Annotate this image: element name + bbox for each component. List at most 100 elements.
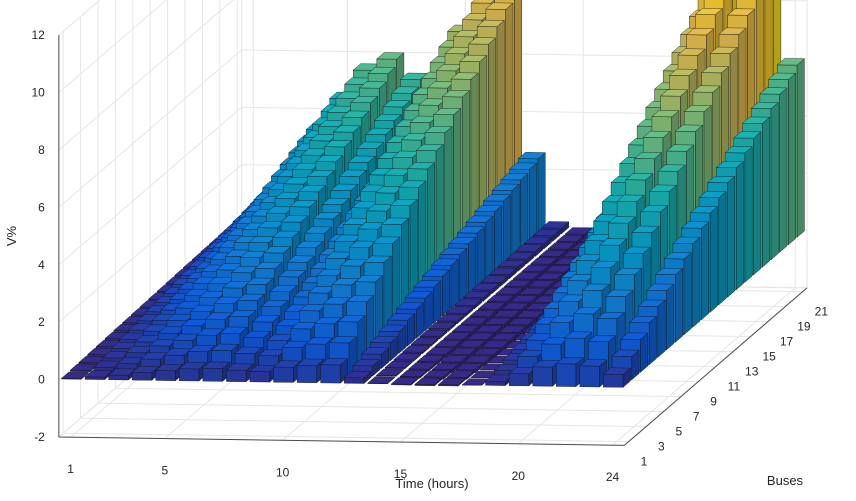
bar xyxy=(62,372,89,379)
bar-side-face xyxy=(521,174,528,249)
bar xyxy=(603,368,630,388)
bar-side-face xyxy=(658,300,665,357)
bar xyxy=(297,359,324,383)
bar-front-face xyxy=(274,367,294,382)
bar-front-face xyxy=(203,368,223,381)
bar-side-face xyxy=(529,163,536,241)
bar-front-face xyxy=(156,371,176,381)
bar-side-face xyxy=(762,117,769,267)
bar xyxy=(321,358,348,383)
bar-side-face xyxy=(728,177,735,298)
bar-front-face xyxy=(179,369,199,381)
bus-tick-label: 21 xyxy=(815,305,829,319)
bar xyxy=(509,367,536,386)
x-tick-label: 20 xyxy=(512,469,526,483)
z-tick-label: 0 xyxy=(38,373,45,387)
bar-front-face xyxy=(226,370,246,382)
bar-side-face xyxy=(797,59,804,238)
bar xyxy=(394,353,421,361)
z-tick-label: 2 xyxy=(38,315,45,329)
bus-tick-label: 15 xyxy=(762,350,776,364)
bar-side-face xyxy=(719,192,726,305)
bar-front-face xyxy=(533,367,553,387)
bar xyxy=(556,357,583,386)
bar-front-face xyxy=(344,378,364,384)
bar-side-face xyxy=(736,162,743,290)
bar-side-face xyxy=(675,268,682,342)
bar-front-face xyxy=(509,374,529,386)
bus-tick-label: 9 xyxy=(710,395,717,409)
bus-tick-label: 1 xyxy=(641,455,648,469)
bar-top-face xyxy=(394,353,421,360)
bar-top-face xyxy=(415,378,442,385)
bar-top-face xyxy=(62,372,89,379)
bar-top-face xyxy=(368,377,395,384)
bar xyxy=(415,378,442,386)
bar xyxy=(385,361,412,369)
bar-top-face xyxy=(376,369,403,376)
bar-side-face xyxy=(538,153,545,234)
bar-front-face xyxy=(297,365,317,383)
bar xyxy=(179,362,206,381)
bar-top-face xyxy=(70,364,97,371)
z-tick-label: 4 xyxy=(38,258,45,272)
z-tick-label: 6 xyxy=(38,200,45,214)
bar xyxy=(203,362,230,382)
z-tick-label: 12 xyxy=(32,28,46,42)
bar xyxy=(391,378,418,386)
bar-side-face xyxy=(460,248,467,301)
bar-front-face xyxy=(556,364,576,387)
bar-side-face xyxy=(434,281,441,324)
bar-front-face xyxy=(132,373,152,381)
bar xyxy=(250,365,277,382)
bar xyxy=(376,369,403,376)
bar xyxy=(462,379,489,386)
bar-side-face xyxy=(693,237,700,327)
x-tick-label: 5 xyxy=(162,464,169,478)
bus-tick-label: 13 xyxy=(745,365,759,379)
bar-side-face xyxy=(684,253,691,335)
bar-front-face xyxy=(603,374,623,387)
z-tick-label: 8 xyxy=(38,143,45,157)
bar-side-face xyxy=(468,238,475,294)
bar-front-face xyxy=(109,375,129,380)
bar-side-face xyxy=(486,216,493,278)
bar xyxy=(411,338,438,347)
bar-side-face xyxy=(701,222,708,320)
bus-tick-label: 19 xyxy=(797,320,811,334)
bar-side-face xyxy=(477,227,484,286)
bar-front-face xyxy=(486,381,506,385)
bar-side-face xyxy=(425,292,432,331)
bar-side-face xyxy=(503,195,510,264)
bar-side-face xyxy=(641,333,648,372)
bar-side-face xyxy=(512,184,519,256)
bar xyxy=(368,377,395,384)
bar-side-face xyxy=(710,207,717,313)
bar-side-face xyxy=(649,317,656,365)
bar-side-face xyxy=(451,259,458,308)
bar-top-face xyxy=(391,378,418,385)
bus-tick-label: 17 xyxy=(780,335,794,349)
x-tick-label: 10 xyxy=(276,465,290,479)
bar-side-face xyxy=(745,147,752,283)
bus-tick-label: 5 xyxy=(675,425,682,439)
bar xyxy=(580,360,607,388)
bus-tick-label: 7 xyxy=(693,410,700,424)
bus-tick-label: 3 xyxy=(658,440,665,454)
x-axis-label: Time (hours) xyxy=(395,476,468,491)
bar xyxy=(533,361,560,387)
bars-layer xyxy=(62,0,805,387)
bar-side-face xyxy=(780,88,787,252)
bar-front-face xyxy=(250,371,270,382)
bar-side-face xyxy=(667,284,674,350)
bar-front-face xyxy=(321,365,341,383)
x-tick-label: 1 xyxy=(67,462,74,476)
bar-side-face xyxy=(771,103,778,260)
z-axis-label: V% xyxy=(4,225,19,246)
bus-tick-label: 11 xyxy=(728,380,741,394)
bar xyxy=(274,361,301,383)
bar-side-face xyxy=(754,132,761,275)
bar-side-face xyxy=(788,73,795,245)
